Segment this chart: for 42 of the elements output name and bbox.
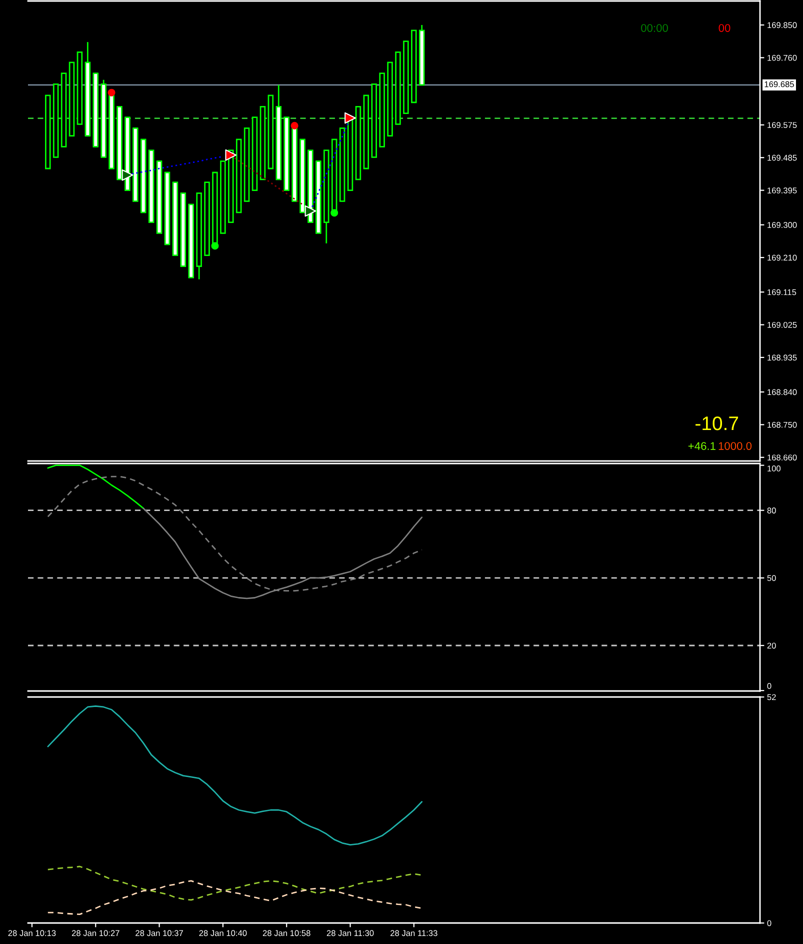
- y-tick-label: 168.840: [768, 389, 797, 396]
- y-tick-label: 169.760: [768, 54, 797, 61]
- x-tick-label: 28 Jan 10:13: [8, 930, 56, 936]
- x-tick-label: 28 Jan 10:37: [136, 930, 183, 936]
- x-tick-label: 28 Jan 10:27: [72, 930, 120, 936]
- line-series: [47, 464, 144, 510]
- point: [225, 149, 237, 161]
- y-tick-label: 50: [767, 575, 776, 582]
- y-tick-label: 100: [768, 466, 781, 472]
- point: [211, 242, 219, 250]
- y-tick-label: 168.660: [768, 454, 797, 460]
- y-tick-label: 169.300: [768, 222, 797, 228]
- y-tick-label: 169.485: [768, 154, 797, 161]
- y-tick-label: 169.025: [768, 322, 797, 328]
- y-tick-label: 168.935: [768, 354, 797, 361]
- y-tick-label: 20: [767, 642, 776, 649]
- point: [290, 122, 298, 130]
- y-tick-label: 169.575: [768, 122, 797, 128]
- y-tick-label: 168.750: [768, 422, 797, 428]
- x-tick-label: 28 Jan 11:33: [390, 930, 438, 936]
- y-tick-label: 169.850: [768, 22, 797, 28]
- y-tick-label: 169.395: [768, 188, 797, 194]
- annotation: 00:00: [641, 24, 668, 32]
- point: [108, 88, 116, 96]
- point: [122, 169, 134, 181]
- line-series: [47, 866, 423, 901]
- y-tick-label: 0: [767, 920, 772, 926]
- annotation: 1000.0: [718, 442, 752, 450]
- x-tick-label: 28 Jan 11:30: [326, 930, 374, 936]
- ref-line-label: 169.685: [764, 81, 794, 88]
- annotation: +46.1: [688, 442, 716, 450]
- y-tick-label: 80: [767, 508, 776, 514]
- y-tick-label: 52: [767, 694, 776, 700]
- line-series: [47, 880, 423, 916]
- y-tick-label: 169.115: [768, 289, 796, 296]
- y-tick-label: 0: [767, 683, 772, 689]
- x-tick-label: 28 Jan 10:40: [199, 930, 247, 936]
- y-tick-label: 169.210: [768, 254, 797, 261]
- line-series: [47, 705, 423, 846]
- annotation: -10.7: [696, 416, 738, 430]
- x-tick-label: 28 Jan 10:58: [262, 930, 310, 936]
- annotation: 00: [718, 24, 730, 32]
